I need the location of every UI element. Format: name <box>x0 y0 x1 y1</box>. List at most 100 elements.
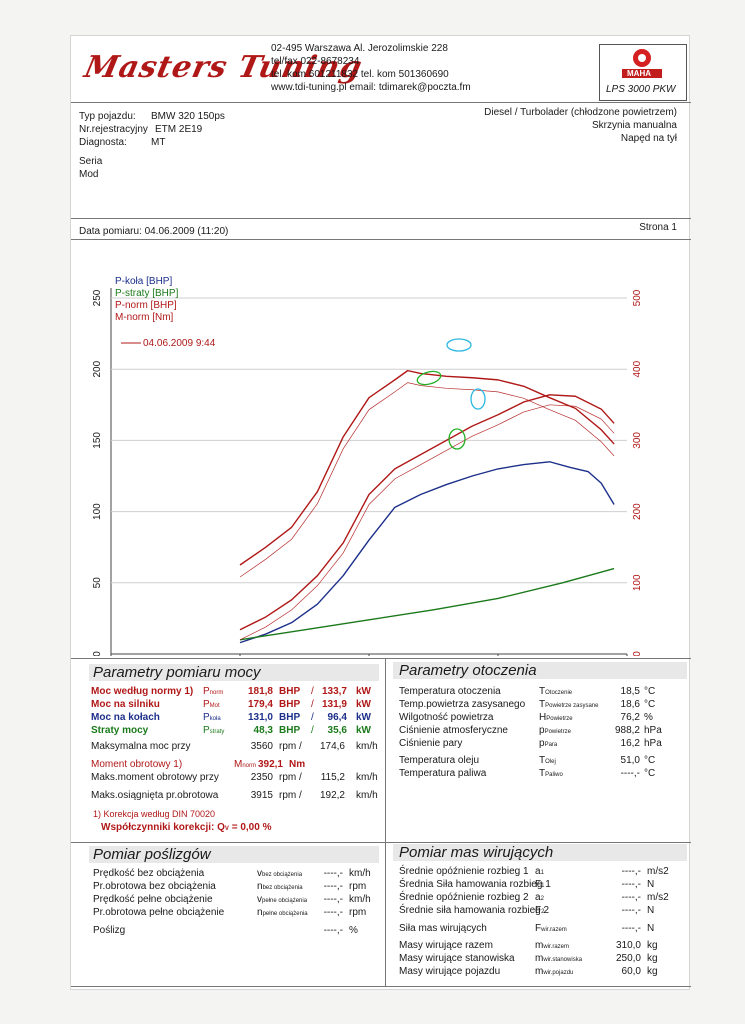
symbol: HPowietrze <box>539 712 573 723</box>
symbol-sub: 2 <box>540 896 544 902</box>
symbol: F2 <box>535 905 544 916</box>
symbol-main: p <box>539 738 545 749</box>
power-row-kw-unit: kW <box>356 699 371 710</box>
divider <box>71 239 691 240</box>
symbol-main: m <box>535 953 544 964</box>
section-title-masy: Pomiar mas wirujących <box>399 844 554 861</box>
symbol-main: F <box>535 905 542 916</box>
power-row-sep: / <box>311 712 314 723</box>
mass-row-unit: kg <box>647 940 658 951</box>
slip-row-unit: km/h <box>349 894 371 905</box>
symbol: vbez obciążenia <box>257 868 302 879</box>
symbol: TOtoczenie <box>539 686 572 697</box>
power-row-bhp: 179,4 <box>247 699 273 710</box>
series-line <box>239 461 615 644</box>
symbol-sub: koła <box>209 716 221 722</box>
power-row-bhp: 131,0 <box>247 712 273 723</box>
slip-row-value: ----,- <box>323 907 343 918</box>
max-torque-rpm: 2350 <box>250 772 273 783</box>
power-row-kw-unit: kW <box>356 725 371 736</box>
env-row-unit: °C <box>644 686 656 697</box>
marker-cyan <box>470 388 486 410</box>
section-band <box>89 664 379 681</box>
symbol: F1 <box>535 879 544 890</box>
env-row-unit: hPa <box>644 738 662 749</box>
mass-row-value: 310,0 <box>615 940 641 951</box>
symbol-sub: Olej <box>545 759 556 765</box>
maha-emblem-icon <box>622 49 662 78</box>
symbol-main: v <box>257 868 262 879</box>
env-row-label: Temperatura otoczenia <box>399 686 501 697</box>
legend-entry: P-norm [BHP] <box>115 300 177 311</box>
chart-legend: P-koła [BHP]P-straty [BHP]P-norm [BHP]M-… <box>115 276 216 349</box>
mass-row-unit: N <box>647 905 655 916</box>
symbol-main: P <box>203 686 210 697</box>
power-row-label: Moc według normy 1) <box>91 686 194 697</box>
env-row-unit: % <box>644 712 653 723</box>
speed-unit: km/h <box>356 772 378 783</box>
legend-entry: P-straty [BHP] <box>115 288 179 299</box>
torque-unit: Nm <box>289 759 306 770</box>
drive-type: Napęd na tył <box>620 133 677 144</box>
mass-row-value: 250,0 <box>615 953 641 964</box>
symbol: pPowietrze <box>539 725 571 736</box>
env-row-label: Temp.powietrza zasysanego <box>399 699 526 710</box>
y-left-tick-label: 0 <box>92 651 103 656</box>
max-rpm-speed: 192,2 <box>319 790 345 801</box>
max-power-label: Maksymalna moc przy <box>91 741 191 752</box>
registration-label: Nr.rejestracyjny <box>79 124 148 135</box>
mass-row-value: ----,- <box>621 879 641 890</box>
marker-green <box>416 370 442 386</box>
symbol: Fwir.razem <box>535 923 567 934</box>
symbol-main: F <box>535 923 542 934</box>
mass-row-label: Średnia Siła hamowania rozbieg 1 <box>399 879 551 890</box>
symbol-main: n <box>257 907 263 918</box>
env-row-label: Ciśnienie pary <box>399 738 463 749</box>
symbol-main: F <box>535 879 542 890</box>
legend-date: 04.06.2009 9:44 <box>143 338 216 349</box>
env-row-unit: °C <box>644 755 656 766</box>
symbol-sub: Powietrze <box>546 716 573 722</box>
power-row-bhp-unit: BHP <box>279 712 301 723</box>
mass-row-label: Masy wirujące pojazdu <box>399 966 501 977</box>
power-row-bhp-unit: BHP <box>279 725 301 736</box>
mass-row-label: Masy wirujące razem <box>399 940 493 951</box>
symbol-main: P <box>203 725 210 736</box>
engine-type: Diesel / Turbolader (chłodzone powietrze… <box>484 107 677 118</box>
measure-date: Data pomiaru: 04.06.2009 (11:20) <box>79 226 229 237</box>
symbol-main: T <box>539 755 546 766</box>
max-rpm-value: 3915 <box>250 790 273 801</box>
power-row-kw-unit: kW <box>356 712 371 723</box>
address-line: tel. kom 601211832 tel. kom 501360690 <box>271 69 449 80</box>
mass-row-unit: kg <box>647 966 658 977</box>
symbol-main: v <box>257 894 262 905</box>
symbol: TOlej <box>539 755 556 766</box>
max-rpm-label: Maks.osiągnięta pr.obrotowa <box>91 790 219 801</box>
power-row-kw-unit: kW <box>356 686 371 697</box>
power-row-kw: 96,4 <box>327 712 347 723</box>
maha-logo-box: MAHA LPS 3000 PKW <box>599 44 687 101</box>
marker-cyan <box>446 338 472 352</box>
symbol-sub: wir.razem <box>541 927 567 933</box>
gearbox: Skrzynia manualna <box>591 120 677 131</box>
symbol-main: T <box>539 768 546 779</box>
max-torque-label: Maks.moment obrotowy przy <box>91 772 219 783</box>
symbol-sub: bez obciążenia <box>262 872 303 878</box>
symbol-sub: 1 <box>541 883 545 889</box>
symbol-sub: norm <box>209 690 224 696</box>
y-right-tick-label: 500 <box>632 289 643 306</box>
mass-row-label: Masy wirujące stanowiska <box>399 953 515 964</box>
symbol-sub: pełne obciążenia <box>262 898 308 904</box>
slip-row-unit: rpm <box>349 907 367 918</box>
symbol-sub: 1 <box>540 870 544 876</box>
symbol: mwir.pojazdu <box>535 966 573 977</box>
mod-label: Mod <box>79 169 99 180</box>
env-row-label: Wilgotność powietrza <box>399 712 494 723</box>
mass-row-label: Siła mas wirujących <box>399 923 487 934</box>
symbol-main: m <box>535 940 544 951</box>
power-row-label: Moc na kołach <box>91 712 160 723</box>
speed-unit: km/h <box>356 790 378 801</box>
vehicle-type-value: BMW 320 150ps <box>151 111 225 122</box>
symbol: nbez obciążenia <box>257 881 303 892</box>
address-line: 02-495 Warszawa Al. Jerozolimskie 228 <box>271 43 448 54</box>
